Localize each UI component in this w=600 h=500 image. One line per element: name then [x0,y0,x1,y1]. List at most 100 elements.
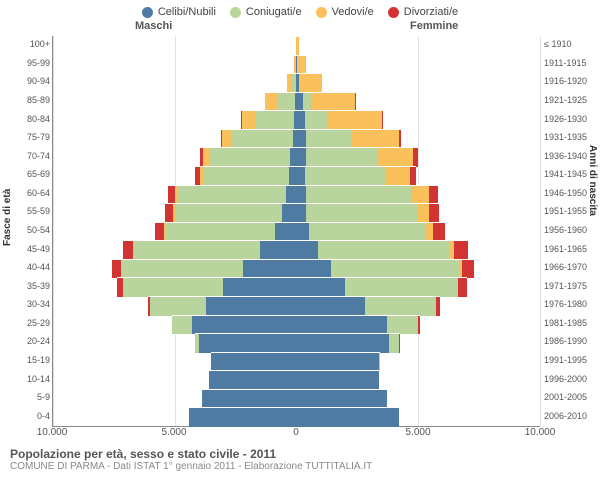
female-bar [297,259,541,278]
legend-dot [316,7,327,18]
female-bar [297,110,541,129]
bar-segment-celibi [297,203,307,224]
bar-segment-vedovi [411,185,429,206]
legend-label: Vedovi/e [332,6,374,18]
legend-item: Coniugati/e [230,6,302,18]
male-bar [53,277,297,296]
y-right-label: 1931-1935 [544,133,600,142]
y-left-label: 80-84 [0,115,50,124]
y-right-label: 1981-1985 [544,319,600,328]
y-right-label: 1916-1920 [544,77,600,86]
bar-segment-coniugati [365,296,436,317]
y-right-label: 1966-1970 [544,263,600,272]
chart-title: Popolazione per età, sesso e stato civil… [10,447,590,461]
female-bar [297,370,541,389]
bar-segment-celibi [297,389,387,410]
y-right-label: 1991-1995 [544,356,600,365]
bar-segment-coniugati [331,259,460,280]
pyramid-row [53,370,540,389]
pyramid-row [53,110,540,129]
bar-segment-coniugati [175,203,282,224]
male-bar [53,147,297,166]
bar-segment-vedovi [300,73,322,94]
bar-segment-coniugati [204,166,289,187]
bar-segment-vedovi [328,110,382,131]
x-axis-label: 0 [293,427,299,438]
bar-segment-divorziati [165,203,173,224]
male-bar [53,333,297,352]
bar-segment-celibi [297,222,309,243]
male-bar [53,222,297,241]
bar-segment-vedovi [297,36,299,57]
male-bar [53,296,297,315]
male-bar [53,185,297,204]
bar-segment-coniugati [303,92,312,113]
bar-segment-celibi [297,147,307,168]
y-left-label: 35-39 [0,282,50,291]
bar-segment-celibi [286,185,297,206]
pyramid-row [53,129,540,148]
bar-segment-vedovi [377,147,414,168]
male-bar [53,240,297,259]
female-header: Femmine [410,20,458,32]
y-left-label: 100+ [0,40,50,49]
bar-segment-celibi [206,296,296,317]
bar-segment-coniugati [309,222,426,243]
y-left-label: 55-59 [0,207,50,216]
bar-segment-divorziati [123,240,133,261]
bar-segment-coniugati [124,277,224,298]
y-left-label: 50-54 [0,226,50,235]
bar-segment-celibi [192,315,297,336]
pyramid-row [53,36,540,55]
bar-segment-celibi [297,296,365,317]
pyramid-row [53,259,540,278]
bar-segment-coniugati [389,333,399,354]
y-axis-left-labels: 100+95-9990-9485-8980-8475-7970-7465-696… [0,36,50,426]
bar-segment-divorziati [429,185,438,206]
male-bar [53,370,297,389]
y-right-label: 1921-1925 [544,96,600,105]
bar-segment-vedovi [265,92,277,113]
y-right-label: 1936-1940 [544,152,600,161]
bar-segment-coniugati [306,147,377,168]
legend-dot [142,7,153,18]
bar-segment-coniugati [121,259,243,280]
bar-segment-coniugati [133,240,260,261]
bar-segment-divorziati [155,222,164,243]
pyramid-row [53,352,540,371]
x-axis-labels: 10.0005.00005.00010.000 [52,427,540,443]
legend-label: Celibi/Nubili [158,6,216,18]
bar-segment-celibi [189,407,296,428]
female-bar [297,166,541,185]
y-right-label: 1996-2000 [544,375,600,384]
bar-segment-coniugati [387,315,419,336]
pyramid-row [53,407,540,426]
bar-segment-divorziati [418,315,419,336]
pyramid-row [53,240,540,259]
male-bar [53,73,297,92]
bar-segment-coniugati [345,277,457,298]
male-header: Maschi [135,20,172,32]
bar-segment-coniugati [305,110,328,131]
pyramid-row [53,203,540,222]
bar-segment-divorziati [458,277,467,298]
x-axis-label: 5.000 [405,427,430,438]
male-bar [53,315,297,334]
male-bar [53,36,297,55]
female-bar [297,73,541,92]
female-bar [297,147,541,166]
bar-segment-coniugati [305,166,385,187]
gridline [540,36,541,426]
female-bar [297,277,541,296]
bar-segment-celibi [297,129,307,150]
bar-segment-vedovi [311,92,355,113]
bar-segment-coniugati [306,203,418,224]
y-right-label: 1946-1950 [544,189,600,198]
legend-dot [230,7,241,18]
legend-item: Divorziati/e [388,6,458,18]
bar-segment-celibi [289,166,296,187]
bar-segment-divorziati [410,166,416,187]
y-left-label: 70-74 [0,152,50,161]
pyramid-row [53,92,540,111]
female-bar [297,36,541,55]
